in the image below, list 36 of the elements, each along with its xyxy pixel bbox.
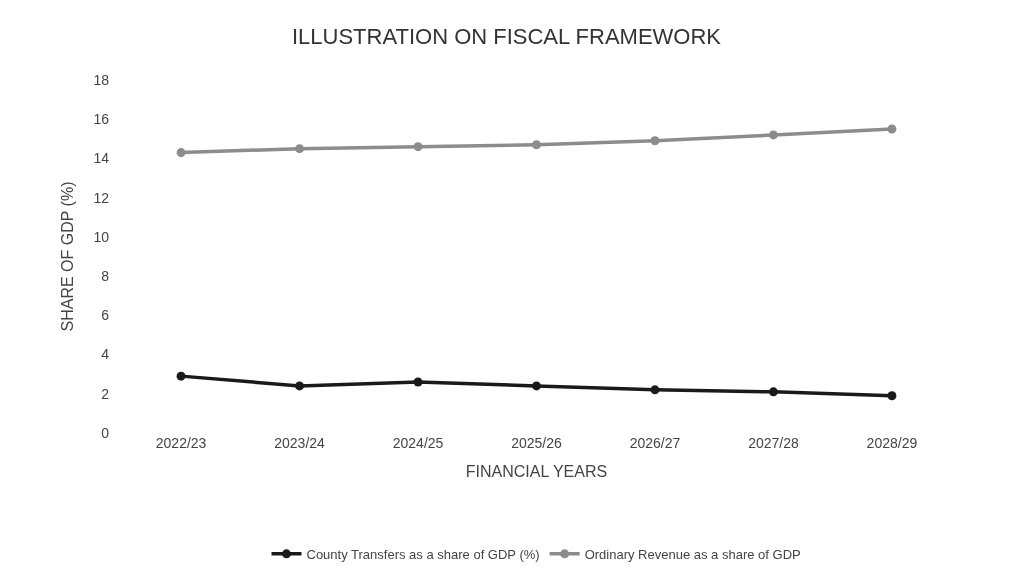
point bbox=[887, 124, 897, 134]
point bbox=[650, 136, 660, 146]
y-tick-label: 16 bbox=[93, 111, 110, 128]
point bbox=[295, 144, 305, 154]
point bbox=[295, 381, 305, 391]
point bbox=[176, 371, 186, 381]
y-tick-label: 8 bbox=[101, 268, 110, 285]
point bbox=[887, 391, 897, 401]
legend-label: County Transfers as a share of GDP (%) bbox=[306, 546, 540, 562]
x-tick-label: 2024/25 bbox=[392, 435, 444, 451]
legend-label: Ordinary Revenue as a share of GDP bbox=[584, 546, 801, 562]
y-tick-label: 10 bbox=[93, 228, 110, 245]
point bbox=[532, 140, 541, 150]
point bbox=[768, 387, 778, 397]
x-tick-label: 2026/27 bbox=[629, 435, 681, 451]
point bbox=[413, 142, 423, 152]
point bbox=[768, 130, 778, 140]
y-tick-label: 12 bbox=[93, 189, 110, 206]
y-axis-title: SHARE OF GDP (%) bbox=[59, 181, 77, 332]
x-axis-title: FINANCIAL YEARS bbox=[465, 462, 608, 480]
y-tick-label: 14 bbox=[93, 150, 110, 167]
y-tick-label: 2 bbox=[101, 385, 110, 402]
y-tick-label: 4 bbox=[101, 346, 110, 363]
chart-title: ILLUSTRATION ON FISCAL FRAMEWORK bbox=[291, 24, 722, 50]
x-tick-label: 2022/23 bbox=[155, 435, 207, 451]
point bbox=[176, 148, 186, 158]
x-tick-label: 2027/28 bbox=[748, 435, 799, 451]
x-tick-label: 2023/24 bbox=[274, 435, 326, 451]
y-tick-label: 0 bbox=[101, 424, 110, 441]
x-tick-label: 2028/29 bbox=[866, 435, 918, 451]
point bbox=[650, 385, 660, 395]
point bbox=[413, 377, 423, 387]
y-tick-label: 6 bbox=[101, 307, 110, 324]
point bbox=[532, 381, 541, 391]
y-tick-label: 18 bbox=[93, 71, 110, 88]
x-tick-label: 2025/26 bbox=[511, 435, 563, 451]
